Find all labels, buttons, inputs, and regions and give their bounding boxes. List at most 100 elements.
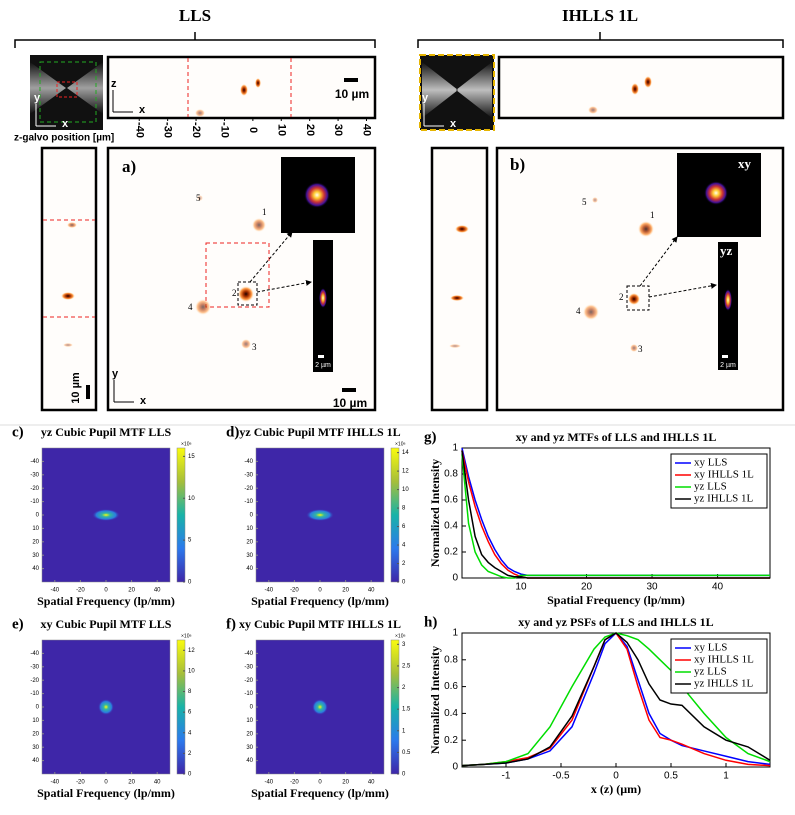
x-tick-label: -20 xyxy=(290,780,299,786)
spot xyxy=(195,299,211,315)
galvo-tick-label: 30 xyxy=(332,124,344,136)
y-tick-label: 40 xyxy=(32,758,39,764)
title: LLS xyxy=(179,6,211,25)
y-tick-label: 40 xyxy=(246,758,253,764)
x-tick-label: 40 xyxy=(368,588,375,594)
y-tick-label: -30 xyxy=(244,664,253,670)
colorbar-tick-label: 4 xyxy=(188,730,192,736)
x-tick-label: -20 xyxy=(290,588,299,594)
galvo-tick-label: 20 xyxy=(304,124,316,136)
spot xyxy=(644,76,652,88)
y-tick-label: 0.2 xyxy=(444,735,458,746)
colorbar-tick-label: 12 xyxy=(402,469,409,475)
roi-box xyxy=(205,242,270,308)
spot xyxy=(631,83,639,95)
x-tick-label: 40 xyxy=(368,780,375,786)
scale-label: 10 µm xyxy=(70,372,82,404)
arrows xyxy=(249,231,717,298)
colorbar-tick-label: 0.5 xyxy=(402,750,411,756)
scale-label: 10 µm xyxy=(333,396,367,410)
x-tick-label: 20 xyxy=(581,582,593,593)
arrow xyxy=(639,236,678,287)
x-tick-label: 40 xyxy=(154,588,161,594)
arrow xyxy=(256,279,312,293)
y-tick-label: 0.2 xyxy=(444,547,458,558)
colorbar-tick-label: 12 xyxy=(188,648,195,654)
y-tick-label: 20 xyxy=(246,539,253,545)
x-tick-label: 1 xyxy=(723,771,729,782)
series-line xyxy=(461,631,771,767)
colorbar-tick-label: 1.5 xyxy=(402,707,411,713)
y-tick-label: -40 xyxy=(30,651,39,657)
spot xyxy=(588,106,598,114)
axis-letter: y xyxy=(422,92,429,104)
galvo-tick-label: -10 xyxy=(219,122,231,138)
axis-letter: y xyxy=(112,368,119,380)
y-tick-label: -10 xyxy=(244,499,253,505)
x-tick-label: 0.5 xyxy=(664,771,678,782)
y-tick-label: 30 xyxy=(32,553,39,559)
y-tick-label: 20 xyxy=(32,731,39,737)
y-tick-label: -30 xyxy=(30,472,39,478)
y-tick-label: -30 xyxy=(30,664,39,670)
y-tick-label: 1 xyxy=(452,628,458,639)
x-label: Spatial Frequency (lp/mm) xyxy=(251,594,389,608)
image xyxy=(30,62,103,114)
inset-label: yz xyxy=(720,243,733,258)
scale-label: 2 µm xyxy=(720,362,736,369)
y-tick-label: 20 xyxy=(246,731,253,737)
roi xyxy=(39,61,97,123)
y-tick-label: -10 xyxy=(30,691,39,697)
x-tick-label: -40 xyxy=(264,780,273,786)
x-tick-label: 0 xyxy=(613,771,619,782)
x-tick-label: -40 xyxy=(264,588,273,594)
axis-letter: x xyxy=(140,395,147,407)
x-label: Spatial Frequency (lp/mm) xyxy=(37,594,175,608)
spot xyxy=(592,197,598,203)
y-tick-label: 0 xyxy=(250,513,254,519)
galvo-tick-label: -30 xyxy=(162,122,174,138)
y-tick-label: -40 xyxy=(244,651,253,657)
panel-label: c) xyxy=(12,424,24,440)
colorbar-tick-label: 10 xyxy=(402,487,409,493)
spot xyxy=(583,304,599,320)
panel-label: e) xyxy=(12,616,24,632)
y-tick-label: 0.8 xyxy=(444,654,458,665)
colorbar-tick-label: 4 xyxy=(402,543,406,549)
x-tick-label: 40 xyxy=(154,780,161,786)
y-tick-label: -10 xyxy=(30,499,39,505)
spots xyxy=(61,76,654,352)
y-tick-label: 0 xyxy=(452,762,458,773)
spot xyxy=(628,293,640,305)
heatmap-title: xy Cubic Pupil MTF IHLLS 1L xyxy=(239,617,401,631)
panel-label: d) xyxy=(226,424,239,440)
y-tick-label: -20 xyxy=(244,486,253,492)
title: IHLLS 1L xyxy=(562,6,638,25)
bead-label: 1 xyxy=(650,210,655,220)
legend-label: yz IHLLS 1L xyxy=(694,493,754,505)
y-tick-label: 0.8 xyxy=(444,469,458,480)
y-tick-label: 0.4 xyxy=(444,521,458,532)
colorbar-tick-label: 10 xyxy=(188,496,195,502)
y-tick-label: 0 xyxy=(250,705,254,711)
scale-bar xyxy=(86,385,90,399)
x-tick-label: 20 xyxy=(342,780,349,786)
panels xyxy=(40,55,785,412)
scale-bars xyxy=(86,78,728,399)
colorbar-tick-label: 0 xyxy=(188,772,192,778)
chart-title: xy and yz PSFs of LLS and IHLLS 1L xyxy=(518,615,713,629)
colorbar-tick-label: 0 xyxy=(402,580,406,586)
y-tick-label: 10 xyxy=(246,718,253,724)
y-tick-label: -20 xyxy=(244,678,253,684)
bead-label: 4 xyxy=(576,306,581,316)
bracket xyxy=(14,32,376,48)
spot xyxy=(67,222,77,228)
x-tick-label: -40 xyxy=(50,780,59,786)
y-label: Normalized Intensity xyxy=(428,646,442,754)
y-tick-label: 40 xyxy=(32,566,39,572)
legend-label: xy LLS xyxy=(694,642,727,654)
colorbar-tick-label: 0 xyxy=(188,580,192,586)
x-tick-label: 0 xyxy=(104,780,108,786)
inset-spot xyxy=(724,289,732,311)
panel-label: f) xyxy=(226,616,236,632)
